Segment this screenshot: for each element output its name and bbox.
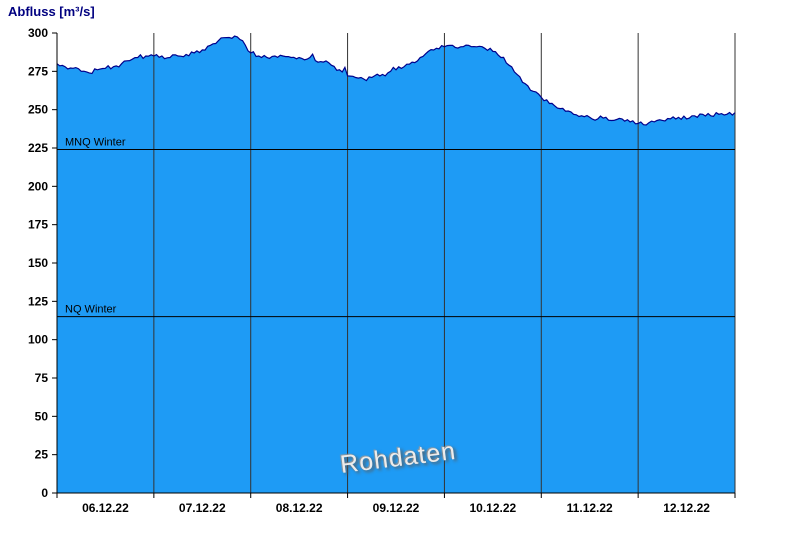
- x-tick-label: 09.12.22: [373, 501, 420, 515]
- x-tick-label: 12.12.22: [663, 501, 710, 515]
- y-tick-label: 125: [28, 294, 48, 308]
- x-tick-label: 07.12.22: [179, 501, 226, 515]
- y-tick-label: 0: [41, 486, 48, 500]
- reference-line-label: NQ Winter: [65, 304, 117, 316]
- y-tick-label: 250: [28, 103, 48, 117]
- reference-line-label: MNQ Winter: [65, 137, 126, 149]
- y-tick-label: 225: [28, 141, 48, 155]
- x-tick-label: 08.12.22: [276, 501, 323, 515]
- x-tick-label: 11.12.22: [567, 501, 613, 515]
- y-tick-label: 75: [35, 371, 49, 385]
- y-tick-label: 50: [35, 409, 49, 423]
- discharge-line: [56, 35, 736, 126]
- y-tick-label: 275: [28, 64, 48, 78]
- y-tick-label: 25: [35, 448, 49, 462]
- x-tick-label: 10.12.22: [469, 501, 516, 515]
- chart-title: Abfluss [m³/s]: [8, 4, 95, 19]
- y-tick-label: 200: [28, 179, 48, 193]
- y-tick-label: 100: [28, 333, 48, 347]
- x-tick-label: 06.12.22: [82, 501, 129, 515]
- y-tick-label: 150: [28, 256, 48, 270]
- y-tick-label: 300: [28, 26, 48, 40]
- discharge-area-fill: [57, 36, 735, 493]
- y-tick-label: 175: [28, 218, 48, 232]
